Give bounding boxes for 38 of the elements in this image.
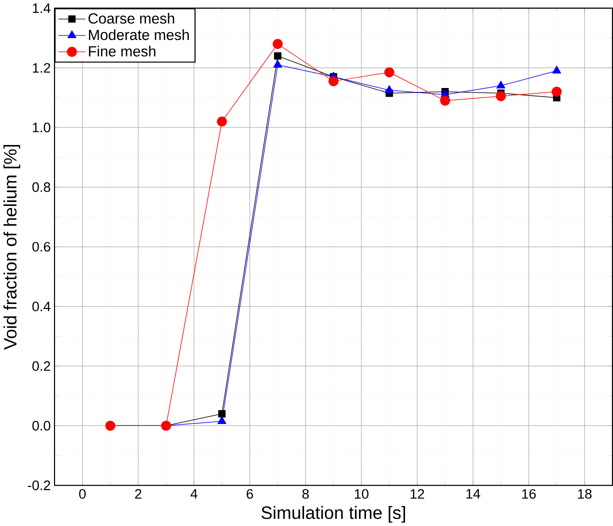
x-tick-label: 4: [190, 489, 198, 498]
point: [552, 86, 562, 97]
x-tick-label: 6: [246, 489, 254, 499]
x-tick-label: 18: [578, 489, 592, 499]
y-axis-title: Void fraction of helium [%]: [4, 144, 20, 350]
x-tick-label: 14: [466, 489, 480, 498]
point: [328, 76, 339, 86]
point: [274, 52, 282, 60]
x-tick-label: 12: [410, 489, 424, 499]
x-tick-label: 10: [354, 489, 368, 499]
point: [496, 80, 506, 88]
y-tick-label: 0.0: [32, 420, 50, 431]
x-axis-title: Simulation time [s]: [261, 506, 406, 523]
point: [384, 85, 394, 93]
legend-label: Coarse mesh: [88, 12, 174, 24]
y-tick-label: 0.2: [32, 361, 50, 371]
y-tick-label: 0.8: [32, 182, 50, 192]
point: [272, 38, 283, 49]
x-tick-label: 8: [302, 489, 309, 499]
x-tick-label: 0: [79, 489, 86, 499]
point: [496, 91, 506, 102]
y-tick-label: 1.2: [32, 63, 50, 73]
y-tick-label: 0.4: [32, 302, 50, 312]
x-tick-label: 2: [135, 489, 142, 499]
point: [552, 66, 562, 74]
point: [218, 416, 226, 424]
point: [218, 410, 226, 418]
point: [384, 67, 394, 78]
point: [273, 60, 282, 68]
y-tick-label: 1.0: [32, 122, 50, 132]
point: [216, 116, 227, 127]
x-tick-label: 16: [522, 489, 536, 499]
point: [440, 96, 450, 106]
y-tick-label: 0.6: [32, 242, 50, 252]
legend-label: Fine mesh: [88, 46, 156, 56]
y-tick-label: 1.4: [32, 3, 50, 13]
legend-label: Moderate mesh: [88, 29, 189, 40]
y-tick-label: -0.2: [28, 480, 50, 490]
